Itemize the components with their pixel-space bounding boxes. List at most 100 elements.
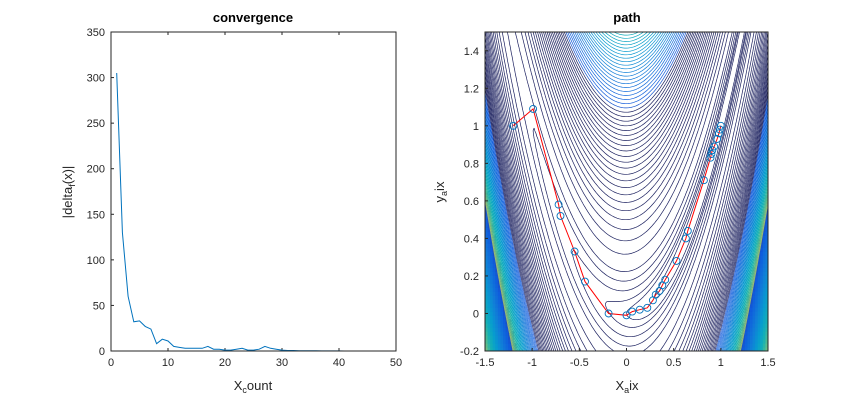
chart2-surface-cell — [762, 311, 767, 316]
chart2-surface-cell — [760, 331, 764, 336]
chart2-surface-cell — [490, 271, 494, 276]
chart2-surface-cell — [765, 259, 768, 264]
chart2-surface-cell — [762, 239, 767, 244]
chart2-surface-cell — [765, 339, 768, 344]
chart2-surface-cell — [749, 303, 754, 308]
chart2-surface-cell — [749, 339, 754, 344]
chart2-surface-cell — [755, 287, 759, 292]
chart2-contour-line — [492, 32, 763, 351]
chart2-surface-cell — [757, 259, 761, 264]
chart2-surface-cell — [500, 339, 504, 344]
chart2-surface-cell — [744, 335, 749, 340]
chart2-surface-cell — [490, 295, 494, 300]
chart1-x-tick-label: 10 — [162, 357, 174, 369]
chart2-surface-cell — [762, 271, 767, 276]
chart2-surface-cell — [760, 263, 764, 268]
chart2-surface-cell — [487, 291, 491, 296]
chart2-contour-line — [485, 32, 768, 351]
chart2-surface-cell — [497, 295, 502, 300]
chart2-surface-cell — [765, 319, 768, 324]
chart2-surface-cell — [742, 347, 746, 351]
chart2-surface-cell — [744, 339, 749, 344]
chart2-surface-cell — [487, 235, 491, 240]
chart2-surface-cell — [744, 323, 749, 328]
chart2-surface-cell — [495, 279, 499, 284]
chart2-y-tick-label: 0 — [473, 308, 479, 320]
chart2-surface-cell — [762, 283, 767, 288]
chart2-surface-cell — [487, 263, 491, 268]
chart2-contour-line — [485, 32, 768, 351]
chart2-surface-cell — [757, 295, 761, 300]
chart2-surface-cell — [762, 299, 767, 304]
chart2-surface-cell — [487, 283, 491, 288]
chart2-surface-cell — [495, 299, 499, 304]
chart2-surface-cell — [485, 271, 489, 276]
chart2-surface-cell — [492, 271, 496, 276]
chart2-surface-cell — [495, 303, 499, 308]
chart2-surface-cell — [757, 283, 761, 288]
chart2-surface-cell — [757, 291, 761, 296]
chart2-surface-cell — [490, 255, 494, 260]
chart2-surface-cell — [485, 255, 489, 260]
chart2-surface-cell — [755, 331, 759, 336]
chart2-surface-cell — [762, 319, 767, 324]
chart2-surface-cell — [495, 335, 499, 340]
chart2-surface-cell — [760, 275, 764, 280]
chart2-surface-cell — [505, 339, 509, 344]
chart2-surface-cell — [490, 243, 494, 248]
chart2-surface-cell — [485, 275, 489, 280]
chart2-x-tick-label: -1.5 — [476, 357, 495, 369]
chart2-surface-cell — [752, 287, 756, 292]
chart2-surface-cell — [497, 307, 502, 312]
chart2-surface-cell — [757, 315, 761, 320]
chart2-title: path — [613, 10, 641, 25]
chart2-optimization-path — [509, 104, 725, 320]
chart2-surface-cell — [495, 271, 499, 276]
chart2-surface-cell — [508, 343, 512, 348]
chart2-surface-cell — [490, 347, 494, 351]
chart2-surface-cell — [762, 343, 767, 348]
chart2-surface-cell — [490, 275, 494, 280]
chart2-surface-cell — [749, 343, 754, 348]
chart2-contour-line — [485, 32, 768, 351]
chart2-surface-cell — [765, 343, 768, 348]
chart2-surface-cell — [505, 323, 509, 328]
chart2-surface-cell — [762, 327, 767, 332]
chart1-y-tick-label: 300 — [87, 73, 105, 85]
chart2-surface-cell — [757, 335, 761, 340]
chart2-path-point — [707, 150, 716, 158]
chart2-surface-cell — [492, 275, 496, 280]
chart2-surface-cell — [503, 343, 507, 348]
chart2-path-point — [706, 153, 715, 162]
chart2-surface-cell — [765, 223, 768, 228]
chart2-surface-cell — [485, 319, 489, 324]
chart2-surface-cell — [485, 295, 489, 300]
chart2-surface-cell — [762, 251, 767, 256]
chart2-surface-cell — [485, 347, 489, 351]
chart2-contour-line — [485, 32, 768, 351]
chart2-surface-cell — [497, 339, 502, 344]
chart2-surface-cell — [749, 315, 754, 320]
chart2-surface-cell — [490, 263, 494, 268]
chart2-surface-cell — [495, 287, 499, 292]
chart2-surface-cell — [757, 311, 761, 316]
chart2-surface-cell — [752, 335, 756, 340]
chart2-surface-cell — [490, 335, 494, 340]
chart2-contour-line — [485, 32, 768, 351]
chart2-surface-cell — [765, 247, 768, 252]
chart2-surface-cell — [765, 307, 768, 312]
chart2-surface-cell — [495, 323, 499, 328]
chart2-y-tick-label: 0.6 — [464, 196, 479, 208]
chart2-surface-cell — [500, 311, 504, 316]
chart2-y-tick-label: 1.4 — [464, 46, 479, 58]
chart2-surface-cell — [492, 311, 496, 316]
chart2-surface-cell — [487, 267, 491, 272]
chart2-surface-cell — [487, 339, 491, 344]
chart2-surface-cell — [492, 335, 496, 340]
chart2-surface-cell — [747, 331, 751, 336]
chart2-surface-cell — [765, 335, 768, 340]
chart2-surface-cell — [760, 287, 764, 292]
chart2-surface-cell — [762, 279, 767, 284]
chart2-surface-cell — [485, 215, 489, 221]
